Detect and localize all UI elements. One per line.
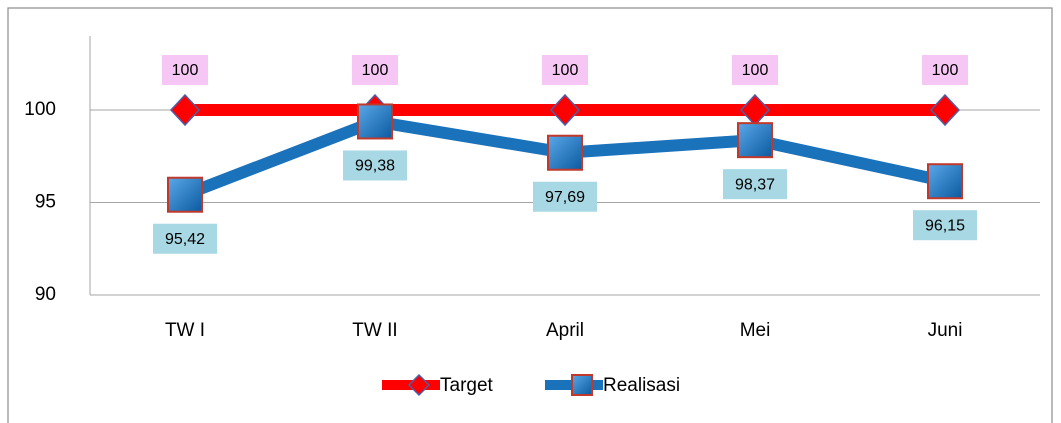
data-label: 100 — [362, 62, 389, 79]
x-tick-label: Juni — [928, 320, 963, 341]
data-label-box — [913, 210, 977, 241]
marker-diamond — [739, 93, 771, 127]
data-label: 96,15 — [925, 217, 965, 234]
x-tick-label: Mei — [740, 320, 771, 341]
data-label-box — [922, 55, 968, 85]
legend-label: Target — [440, 375, 494, 396]
legend-marker — [571, 374, 593, 396]
data-label: 95,42 — [165, 231, 205, 248]
data-label-box — [162, 55, 208, 85]
y-tick-label: 90 — [35, 284, 56, 305]
marker-square — [167, 176, 203, 213]
data-label: 100 — [172, 62, 199, 79]
x-tick-label: April — [546, 320, 584, 341]
data-label: 100 — [742, 62, 769, 79]
legend-label: Realisasi — [603, 375, 680, 396]
data-label-box — [533, 181, 597, 212]
y-tick-label: 100 — [24, 99, 56, 120]
legend-marker — [407, 373, 431, 397]
data-label: 100 — [552, 62, 579, 79]
marker-square — [737, 122, 773, 159]
data-label-box — [352, 55, 398, 85]
data-label-box — [732, 55, 778, 85]
data-label-box — [153, 223, 217, 254]
x-tick-label: TW I — [165, 320, 205, 341]
data-label-box — [542, 55, 588, 85]
y-tick-label: 95 — [35, 192, 56, 213]
data-label: 99,38 — [355, 158, 395, 175]
data-label-box — [723, 169, 787, 200]
marker-square — [927, 163, 963, 200]
data-label: 97,69 — [545, 189, 585, 206]
marker-square — [547, 134, 583, 171]
data-label-box — [343, 150, 407, 181]
marker-diamond — [169, 93, 201, 127]
data-label: 98,37 — [735, 176, 775, 193]
marker-diamond — [929, 93, 961, 127]
x-tick-label: TW II — [352, 320, 397, 341]
chart-border — [7, 7, 1053, 423]
marker-diamond — [549, 93, 581, 127]
marker-square — [357, 103, 393, 140]
data-label: 100 — [932, 62, 959, 79]
